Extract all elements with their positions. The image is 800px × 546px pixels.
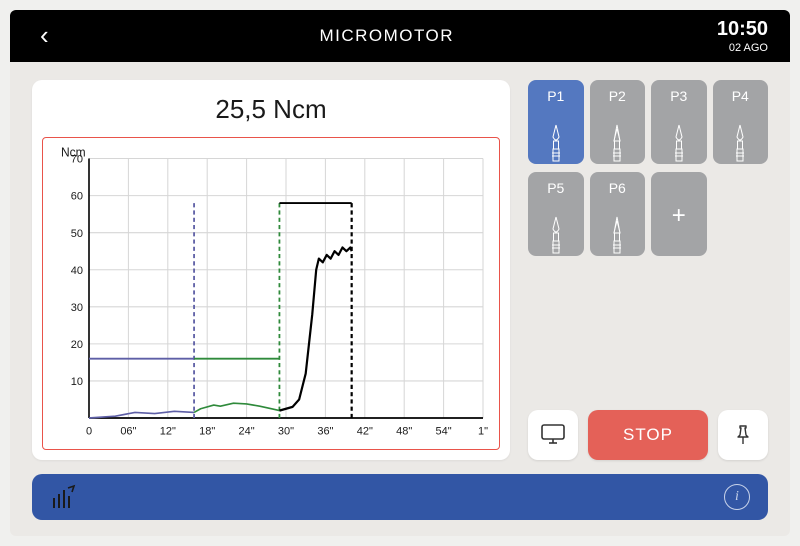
pin-icon — [732, 424, 754, 446]
svg-text:1": 1" — [478, 425, 488, 437]
svg-text:54": 54" — [436, 425, 452, 437]
display-button[interactable] — [528, 410, 578, 460]
clock-date: 02 AGO — [717, 42, 768, 54]
stop-button[interactable]: STOP — [588, 410, 708, 460]
program-label: P5 — [547, 180, 564, 196]
svg-text:60: 60 — [71, 190, 83, 202]
header-bar: ‹ MICROMOTOR 10:50 02 AGO — [10, 10, 790, 62]
svg-text:0: 0 — [86, 425, 92, 437]
torque-readout: 25,5 Ncm — [32, 80, 510, 131]
svg-text:70: 70 — [71, 153, 83, 165]
add-icon: + — [672, 188, 686, 244]
bit-plain-icon — [670, 107, 688, 166]
svg-text:48": 48" — [396, 425, 412, 437]
bit-drill-icon — [608, 107, 626, 166]
program-p4[interactable]: P4 — [713, 80, 769, 164]
svg-text:30": 30" — [278, 425, 294, 437]
bars-icon — [50, 484, 78, 510]
stats-button[interactable] — [50, 484, 78, 510]
program-p1[interactable]: P1 — [528, 80, 584, 164]
program-label: P6 — [609, 180, 626, 196]
svg-text:20: 20 — [71, 339, 83, 351]
program-label: P1 — [547, 88, 564, 104]
svg-text:12": 12" — [160, 425, 176, 437]
bit-plain-icon — [731, 107, 749, 166]
svg-text:36": 36" — [317, 425, 333, 437]
svg-text:24": 24" — [239, 425, 255, 437]
program-add-button[interactable]: + — [651, 172, 707, 256]
torque-chart: Ncm10203040506070006"12"18"24"30"36"42"4… — [42, 137, 500, 450]
back-button[interactable]: ‹ — [32, 16, 57, 55]
svg-text:40: 40 — [71, 265, 83, 277]
svg-text:50: 50 — [71, 228, 83, 240]
svg-text:06": 06" — [120, 425, 136, 437]
program-p6[interactable]: P6 — [590, 172, 646, 256]
footer-bar: i — [32, 474, 768, 520]
program-p5[interactable]: P5 — [528, 172, 584, 256]
clock-time: 10:50 — [717, 18, 768, 41]
program-label: P2 — [609, 88, 626, 104]
page-title: MICROMOTOR — [319, 26, 454, 46]
pin-button[interactable] — [718, 410, 768, 460]
clock: 10:50 02 AGO — [717, 18, 768, 54]
bit-plain-icon — [547, 107, 565, 166]
svg-text:18": 18" — [199, 425, 215, 437]
bit-plain-icon — [547, 199, 565, 258]
svg-text:30: 30 — [71, 302, 83, 314]
svg-text:10: 10 — [71, 376, 83, 388]
program-p3[interactable]: P3 — [651, 80, 707, 164]
stop-label: STOP — [623, 425, 673, 445]
info-button[interactable]: i — [724, 484, 750, 510]
program-label: P4 — [732, 88, 749, 104]
bit-drill-icon — [608, 199, 626, 258]
svg-text:42": 42" — [357, 425, 373, 437]
program-p2[interactable]: P2 — [590, 80, 646, 164]
monitor-icon — [540, 423, 566, 447]
program-label: P3 — [670, 88, 687, 104]
torque-card: 25,5 Ncm Ncm10203040506070006"12"18"24"3… — [32, 80, 510, 460]
